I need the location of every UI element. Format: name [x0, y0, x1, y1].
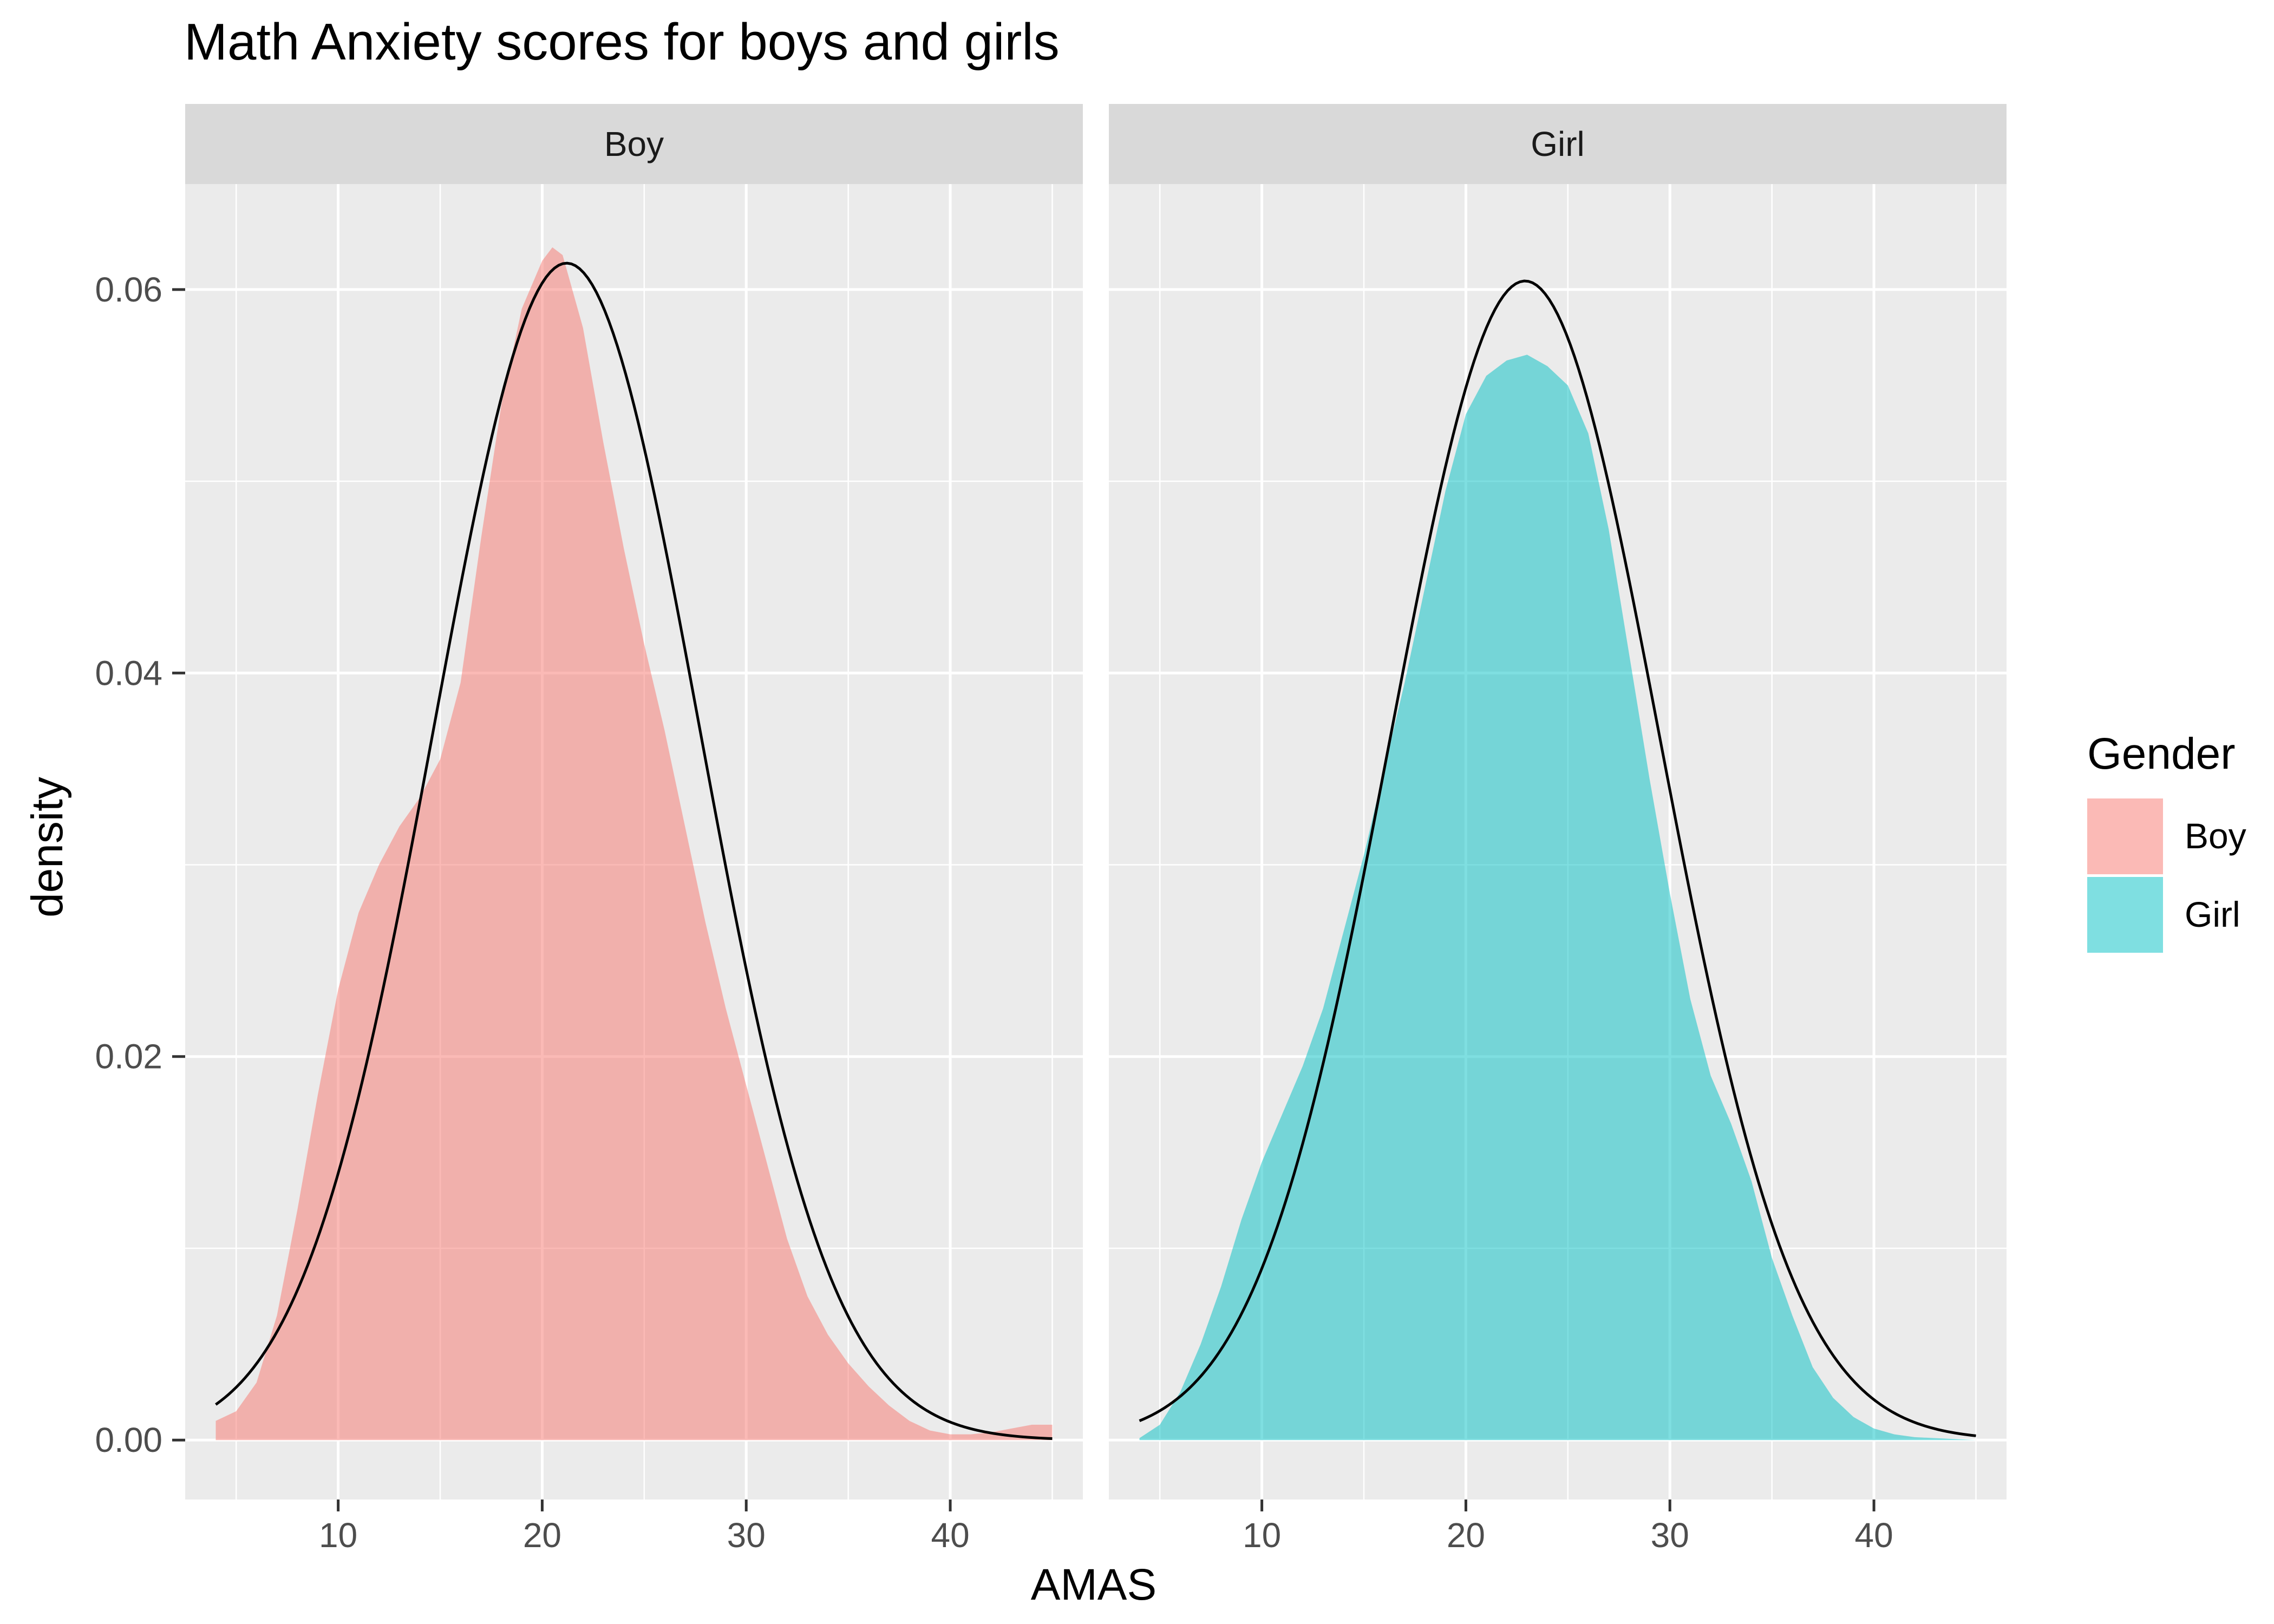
facet-panel-girl: Girl 10 20 30 40 — [1109, 104, 2007, 1555]
x-tick-label: 10 — [319, 1516, 357, 1555]
facet-strip — [1109, 104, 2007, 184]
facet-panel-boy: Boy 10 20 30 40 — [185, 104, 1083, 1555]
x-tick-label: 40 — [1854, 1516, 1893, 1555]
density-area-boy — [215, 247, 1053, 1440]
y-tick-label: 0.02 — [95, 1037, 162, 1076]
legend-item-boy: Boy — [2087, 798, 2246, 874]
legend-item-girl: Girl — [2087, 877, 2240, 953]
y-tick-label: 0.06 — [95, 270, 162, 309]
legend-label: Girl — [2185, 894, 2240, 934]
y-tick-label: 0.00 — [95, 1420, 162, 1459]
x-tick-label: 30 — [1651, 1516, 1689, 1555]
chart-title: Math Anxiety scores for boys and girls — [184, 13, 1060, 71]
legend-swatch — [2087, 877, 2163, 953]
normal-curve — [1139, 279, 1976, 1437]
y-axis: 0.00 0.02 0.04 0.06 — [95, 270, 185, 1459]
facet-strip-label: Girl — [1531, 125, 1585, 163]
normal-curve — [215, 261, 1053, 1440]
x-tick-label: 20 — [523, 1516, 561, 1555]
panels-layer: 0.00 0.02 0.04 0.06 Boy 10 20 30 40 Girl 10 20 30 40 — [95, 104, 2007, 1555]
y-axis-title: density — [23, 777, 72, 918]
y-tick-label: 0.04 — [95, 653, 162, 692]
facet-strip-label: Boy — [604, 125, 664, 163]
x-axis-title: AMAS — [1031, 1560, 1156, 1609]
facet-strip — [185, 104, 1083, 184]
legend-items: Boy Girl — [2087, 798, 2246, 953]
x-tick-label: 10 — [1243, 1516, 1281, 1555]
density-area-girl — [1139, 355, 1976, 1440]
legend-title: Gender — [2087, 729, 2236, 778]
legend-label: Boy — [2185, 816, 2246, 856]
x-tick-label: 20 — [1447, 1516, 1485, 1555]
legend-swatch — [2087, 798, 2163, 874]
x-tick-label: 40 — [931, 1516, 969, 1555]
x-tick-label: 30 — [727, 1516, 766, 1555]
legend: Gender Boy Girl — [2087, 729, 2246, 953]
